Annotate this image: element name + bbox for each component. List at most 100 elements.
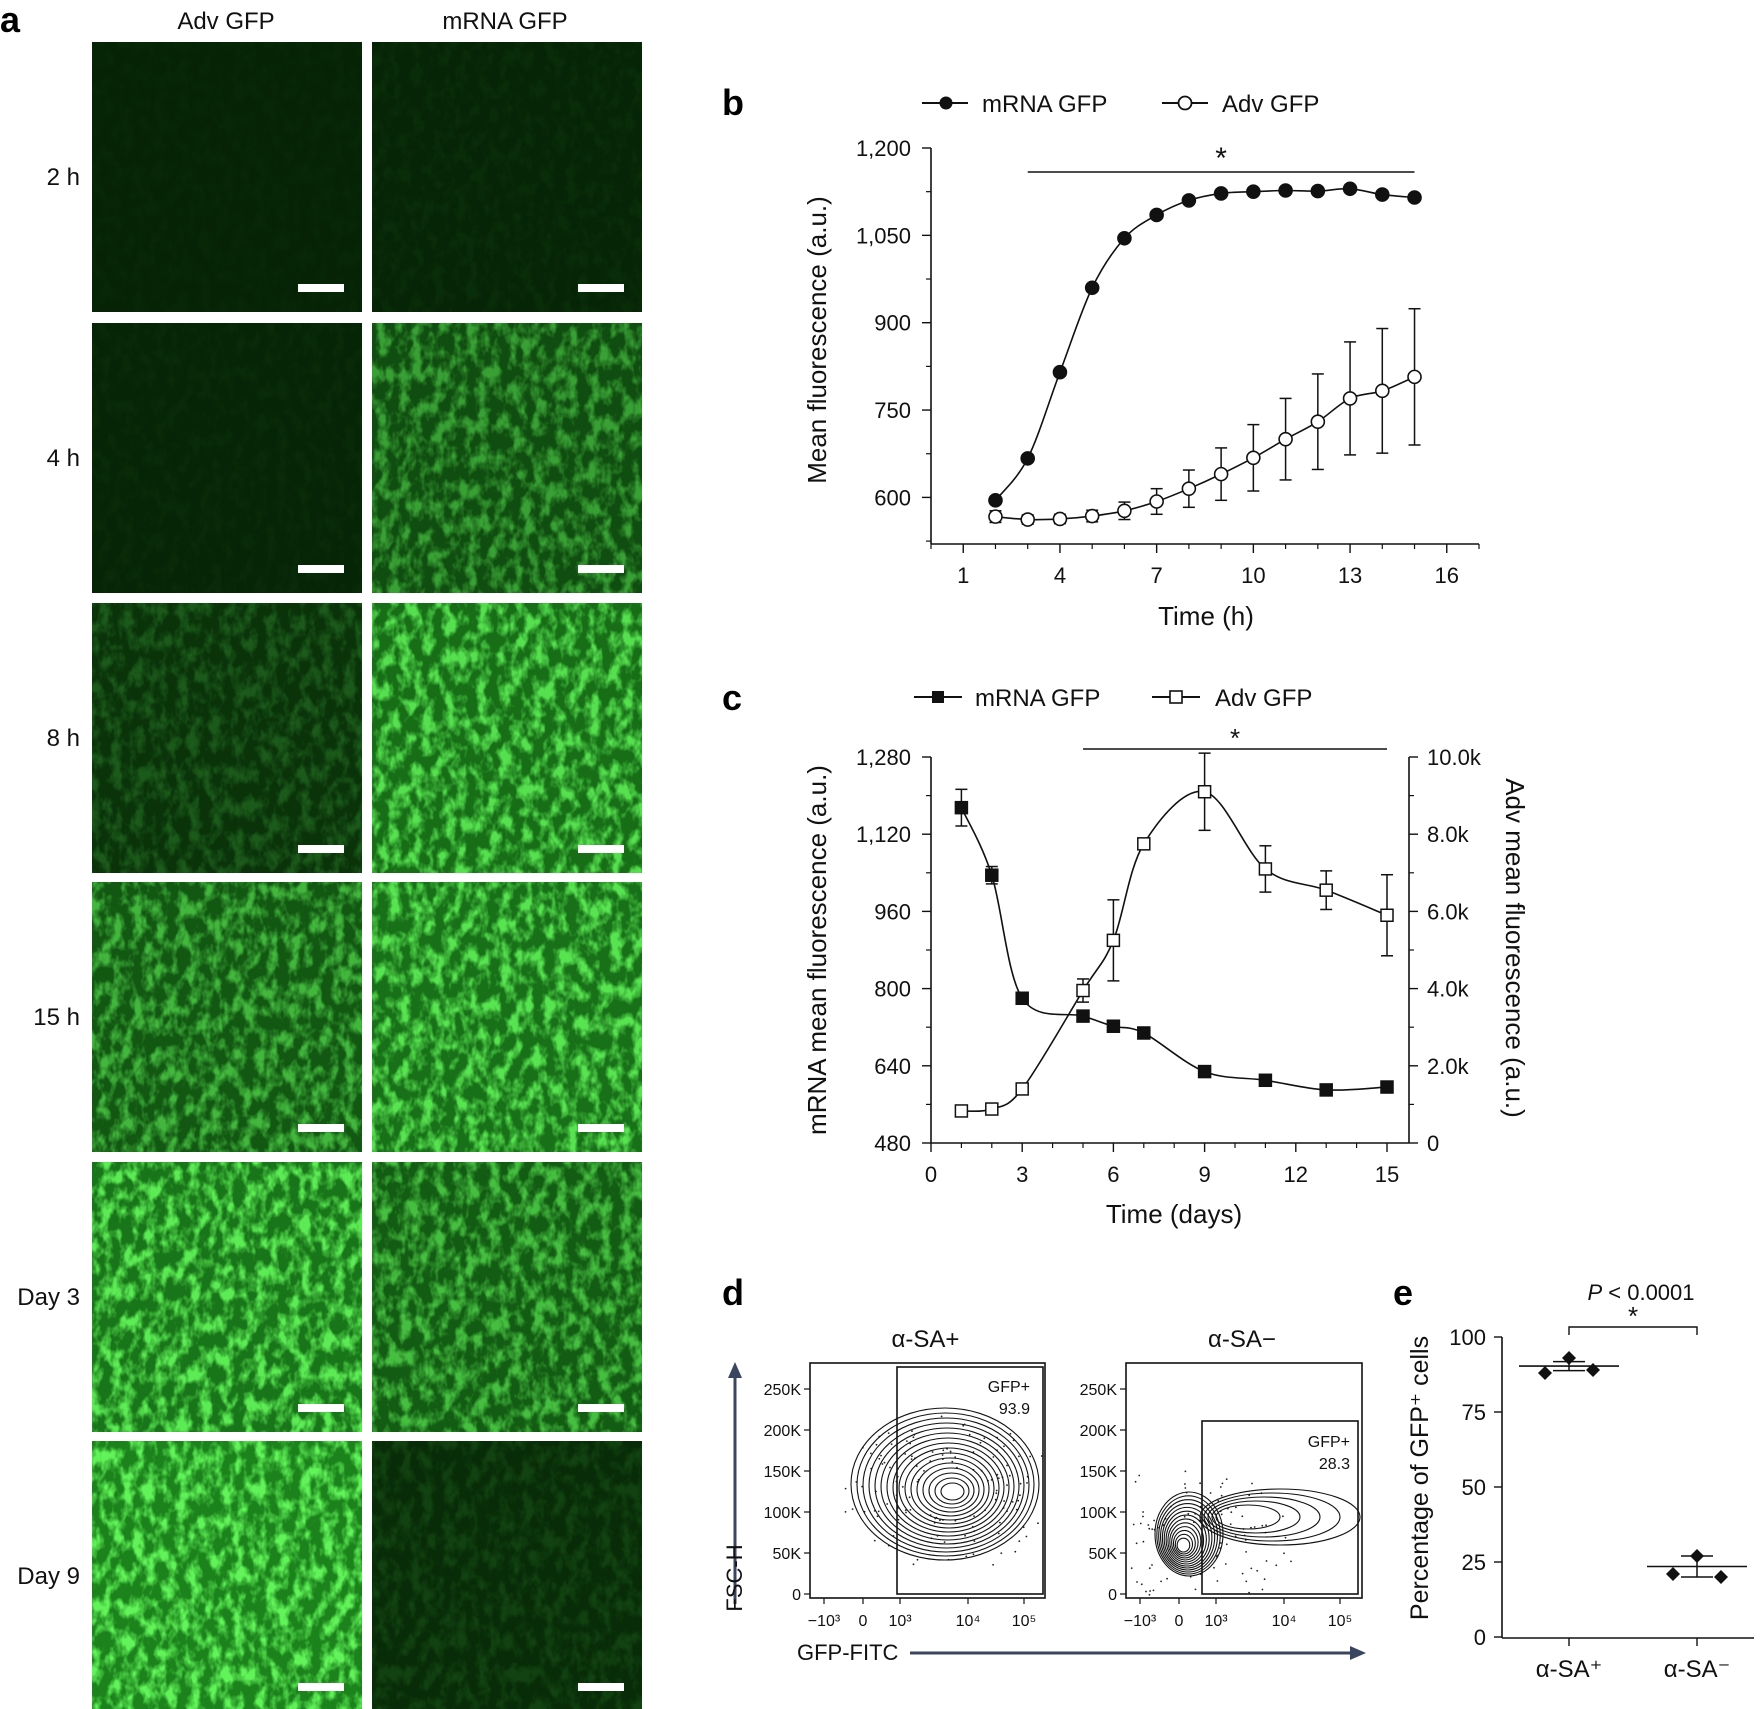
flow-x-tick-label: 0	[859, 1613, 868, 1630]
e-significance-star: *	[1628, 1301, 1638, 1331]
flow-x-tick-label: 10³	[1204, 1613, 1228, 1630]
flow-event-dot	[901, 1486, 904, 1488]
b-y-tick-label: 1,050	[856, 223, 911, 248]
flow-event-dot	[1019, 1482, 1022, 1485]
flow-contour	[880, 1432, 1015, 1541]
flow-event-dot	[1225, 1478, 1228, 1480]
flow-contour	[1169, 1522, 1202, 1561]
b-data-point	[1020, 451, 1036, 466]
flow-contour	[1156, 1495, 1221, 1575]
flow-event-dot	[1166, 1577, 1168, 1580]
b-data-point	[1117, 230, 1132, 246]
flow-contour	[862, 1417, 1030, 1553]
e-y-tick-label: 75	[1462, 1400, 1486, 1425]
micrograph-cell-texture	[92, 42, 362, 312]
e-pvalue: P < 0.0001	[1587, 1280, 1694, 1305]
micrograph-tile	[92, 323, 362, 593]
flow-event-dot	[992, 1563, 994, 1566]
flow-event-dot	[1235, 1506, 1237, 1509]
b-data-point	[988, 509, 1003, 524]
flow-contour	[934, 1477, 970, 1505]
b-x-tick-label: 1	[957, 563, 969, 588]
e-x-tick-label: α-SA⁺	[1536, 1656, 1603, 1683]
e-y-tick-label: 0	[1474, 1625, 1486, 1650]
flow-event-dot	[1184, 1470, 1187, 1473]
b-data-point	[1278, 183, 1293, 198]
flow-event-dot	[999, 1521, 1001, 1524]
c-y2-tick-label: 6.0k	[1427, 899, 1470, 924]
b-data-point	[1278, 431, 1293, 447]
scale-bar	[298, 845, 344, 853]
flow-event-dot	[1160, 1580, 1162, 1583]
gate-value: 93.9	[999, 1401, 1030, 1418]
flow-event-dot	[1014, 1550, 1017, 1553]
micrograph-cell-texture	[372, 1162, 642, 1432]
flow-event-dot	[1221, 1482, 1224, 1485]
flow-event-dot	[1142, 1540, 1145, 1543]
flow-event-dot	[1132, 1523, 1135, 1526]
row-label: 2 h	[47, 164, 80, 191]
c-y-tick-label: 960	[874, 899, 911, 924]
flow-event-dot	[954, 1456, 957, 1458]
flow-contour-tail	[1203, 1492, 1341, 1542]
flow-event-dot	[1184, 1487, 1187, 1489]
flow-event-dot	[1142, 1515, 1144, 1518]
flow-event-dot	[886, 1503, 889, 1505]
flow-event-dot	[965, 1555, 968, 1558]
flow-event-dot	[1284, 1536, 1287, 1539]
flow-event-dot	[1225, 1543, 1228, 1546]
flow-event-dot	[1000, 1552, 1003, 1554]
flow-event-dot	[964, 1534, 966, 1537]
flow-event-dot	[911, 1455, 913, 1458]
column-label-adv: Adv GFP	[177, 8, 274, 35]
flow-event-dot	[908, 1496, 911, 1499]
flow-event-dot	[844, 1511, 847, 1513]
flow-event-dot	[973, 1540, 976, 1542]
flow-event-dot	[897, 1518, 900, 1521]
c-data-point	[1137, 1026, 1151, 1040]
row-label: 8 h	[47, 725, 80, 752]
gate-value: 28.3	[1319, 1456, 1350, 1473]
c-x-tick-label: 9	[1198, 1162, 1210, 1187]
b-data-point	[1213, 466, 1229, 482]
b-data-point	[1052, 511, 1068, 527]
flow-event-dot	[1275, 1564, 1278, 1567]
flow-contour	[1159, 1502, 1216, 1571]
flow-y-tick-label: 100K	[1080, 1505, 1118, 1522]
c-y-tick-label: 480	[874, 1131, 911, 1156]
c-series-line	[960, 807, 1388, 1091]
flow-y-tick-label: 0	[792, 1587, 801, 1604]
e-data-point	[1714, 1570, 1728, 1584]
e-y-tick-label: 25	[1462, 1550, 1486, 1575]
scale-bar	[578, 284, 624, 292]
flow-event-dot	[1217, 1500, 1220, 1502]
c-series-line	[961, 790, 1388, 1113]
b-data-point	[1310, 414, 1326, 430]
flow-event-dot	[904, 1509, 907, 1512]
e-data-point	[1690, 1549, 1704, 1563]
flow-event-dot	[1018, 1540, 1021, 1543]
c-x-tick-label: 0	[925, 1162, 937, 1187]
flow-event-dot	[1130, 1567, 1133, 1569]
flow-contour	[940, 1482, 965, 1501]
flow-contour	[916, 1462, 985, 1517]
flow-event-dot	[1147, 1524, 1150, 1526]
c-data-point	[1319, 883, 1333, 897]
flow-event-dot	[997, 1477, 1000, 1479]
e-y-tick-label: 100	[1449, 1325, 1486, 1350]
flow-event-dot	[1138, 1474, 1141, 1477]
b-y-axis-title: Mean fluorescence (a.u.)	[802, 196, 832, 484]
gate-label: GFP+	[988, 1379, 1030, 1396]
flow-event-dot	[1029, 1455, 1032, 1458]
flow-event-dot	[1153, 1519, 1155, 1522]
micrograph-tile	[92, 42, 362, 312]
flow-event-dot	[995, 1492, 998, 1495]
legend-b-mrna-marker	[939, 96, 953, 110]
b-y-tick-label: 1,200	[856, 136, 911, 161]
flow-event-dot	[875, 1443, 878, 1446]
c-x-tick-label: 6	[1107, 1162, 1119, 1187]
flow-event-dot	[1134, 1480, 1137, 1483]
micrograph-cell-texture	[372, 323, 642, 593]
flow-event-dot	[1251, 1482, 1253, 1485]
